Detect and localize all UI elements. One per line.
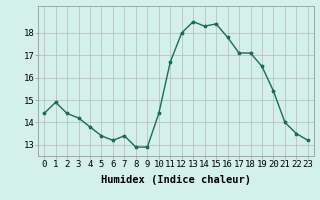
X-axis label: Humidex (Indice chaleur): Humidex (Indice chaleur) — [101, 175, 251, 185]
